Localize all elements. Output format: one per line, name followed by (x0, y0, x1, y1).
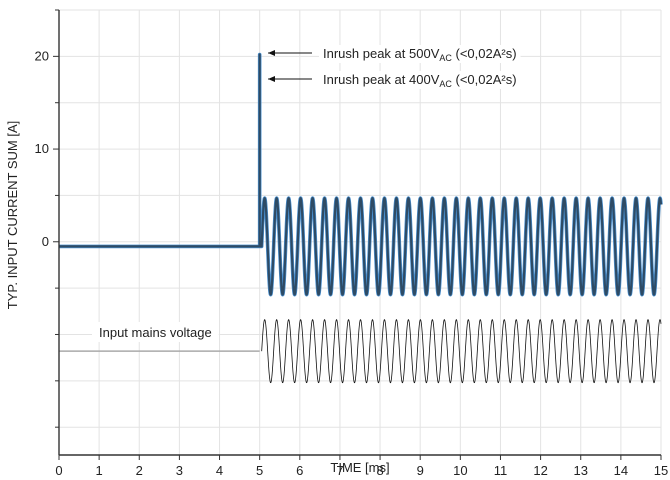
x-tick-label: 2 (136, 463, 143, 478)
series-current-sum-outline (59, 52, 663, 297)
x-tick-label: 8 (376, 463, 383, 478)
x-tick-label: 13 (573, 463, 587, 478)
x-tick-label: 7 (336, 463, 343, 478)
x-axis-title: TIME [ms] (330, 460, 389, 475)
x-tick-label: 11 (494, 463, 508, 478)
x-tick-label: 4 (216, 463, 223, 478)
series-current-sum (59, 53, 663, 296)
annotation-500v-bg (319, 45, 521, 63)
x-tick-label: 14 (614, 463, 628, 478)
y-tick-label: 20 (35, 48, 49, 63)
annotation-mains-bg (92, 322, 219, 342)
annotation-arrow-400v-head (268, 76, 275, 82)
x-tick-label: 6 (296, 463, 303, 478)
x-tick-label: 0 (55, 463, 62, 478)
annotation-mains: Input mains voltage (99, 325, 212, 340)
y-axis-title: TYP. INPUT CURRENT SUM [A] (5, 121, 20, 310)
x-tick-label: 5 (256, 463, 263, 478)
annotation-500v: Inrush peak at 500VAC (<0,02A²s) (323, 46, 517, 63)
x-tick-label: 15 (654, 463, 668, 478)
x-tick-label: 12 (533, 463, 547, 478)
annotation-400v: Inrush peak at 400VAC (<0,02A²s) (323, 72, 517, 89)
x-tick-label: 1 (96, 463, 103, 478)
annotation-arrow-500v-head (268, 50, 275, 56)
plot-area (59, 52, 663, 384)
series-mains-voltage (261, 319, 662, 384)
annotation-400v-bg (319, 71, 521, 89)
x-tick-label: 10 (453, 463, 467, 478)
x-tick-label: 9 (417, 463, 424, 478)
annotations: Inrush peak at 500VAC (<0,02A²s) Inrush p… (92, 45, 521, 342)
y-tick-label: 0 (42, 234, 49, 249)
x-tick-label: 3 (176, 463, 183, 478)
y-tick-label: 10 (35, 141, 49, 156)
